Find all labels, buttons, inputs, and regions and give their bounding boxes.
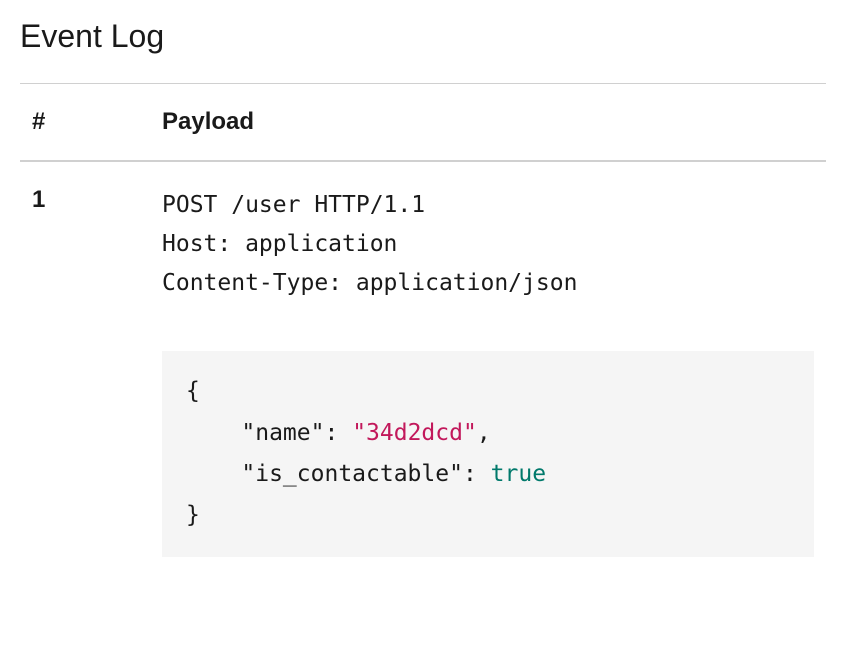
column-header-payload: Payload	[150, 84, 826, 162]
payload-json-body: { "name": "34d2dcd", "is_contactable": t…	[162, 351, 814, 557]
payload-headers: POST /user HTTP/1.1 Host: application Co…	[162, 186, 814, 303]
column-header-number: #	[20, 84, 150, 162]
page-title: Event Log	[20, 18, 826, 55]
event-log-table: # Payload 1 POST /user HTTP/1.1 Host: ap…	[20, 83, 826, 557]
table-row: 1 POST /user HTTP/1.1 Host: application …	[20, 161, 826, 557]
row-number: 1	[32, 186, 45, 213]
